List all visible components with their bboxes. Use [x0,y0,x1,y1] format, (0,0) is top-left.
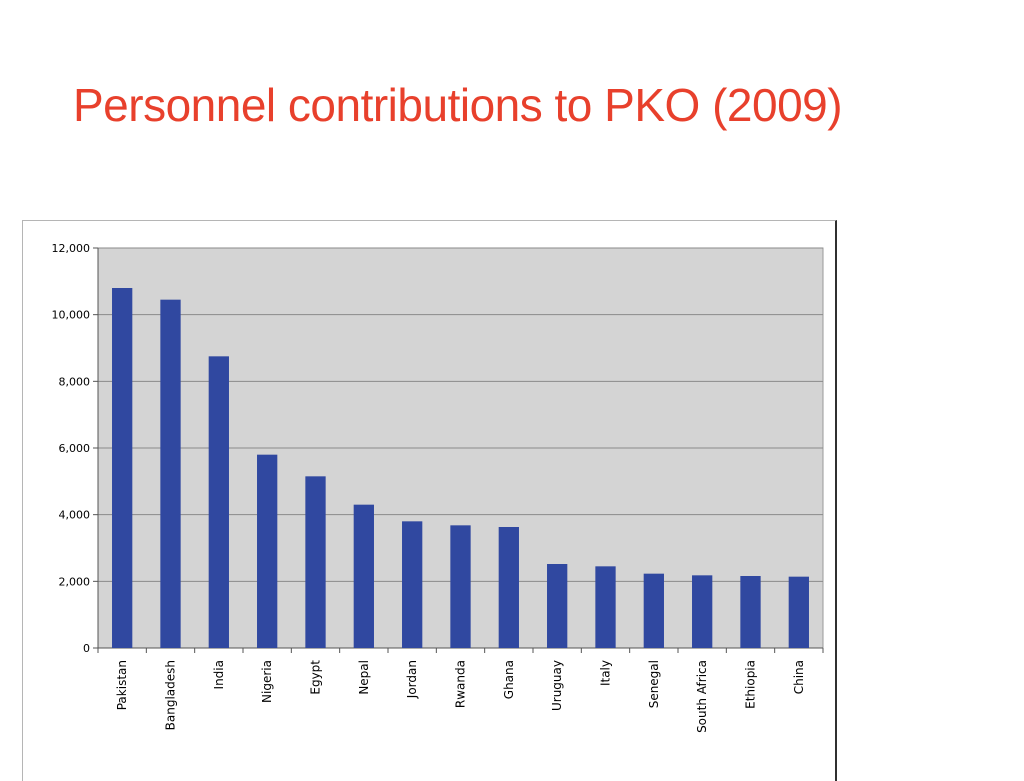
bar-egypt [305,476,326,648]
x-tick-label: Rwanda [454,660,468,708]
bar-chart: 0 2,000 4,000 6,000 8,000 10,000 12,000 Pakista… [52,242,824,733]
y-tick-label: 8,000 [59,375,91,388]
chart-frame: 0 2,000 4,000 6,000 8,000 10,000 12,000 Pakista… [22,220,837,781]
x-tick-label: Ethiopia [744,660,758,709]
x-tick-label: Pakistan [115,660,129,710]
y-tick-label: 6,000 [59,442,91,455]
x-tick-label: Jordan [405,660,419,699]
bar-china [788,576,809,648]
bar-uruguay [547,564,568,648]
x-tick-label: Nigeria [260,660,274,703]
x-tick-label: Egypt [309,660,323,695]
bar-bangladesh [160,299,181,648]
y-tick-label: 12,000 [52,242,91,255]
y-tick-label: 10,000 [52,309,91,322]
x-tick-label: Senegal [647,660,661,708]
bar-pakistan [112,288,133,648]
bar-india [208,356,229,648]
x-tick-label: Uruguay [550,660,564,711]
bar-jordan [402,521,423,648]
x-tick-label: Bangladesh [164,660,178,730]
bar-nigeria [257,454,278,648]
bar-south-africa [692,575,713,648]
bar-ethiopia [740,576,761,648]
y-tick-label: 4,000 [59,509,91,522]
slide-title: Personnel contributions to PKO (2009) [73,79,843,131]
x-tick-label: South Africa [695,660,709,733]
bar-italy [595,566,616,648]
x-tick-label: China [792,660,806,694]
bar-nepal [353,504,374,648]
x-tick-label: Ghana [502,660,516,699]
y-tick-label: 2,000 [59,575,91,588]
bar-senegal [643,573,664,648]
x-tick-label: India [212,660,226,689]
bar-rwanda [450,525,471,648]
bar-ghana [498,527,519,648]
y-tick-label: 0 [83,642,90,655]
x-tick-label: Italy [599,660,613,686]
x-tick-label: Nepal [357,660,371,695]
